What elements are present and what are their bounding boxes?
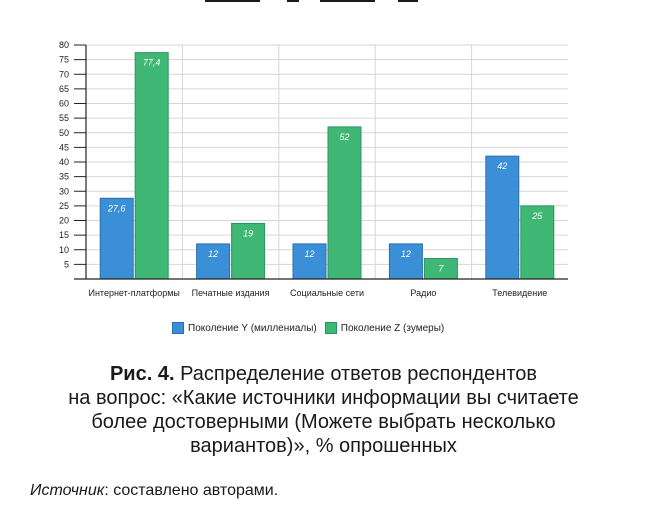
bar-gen-y-4 bbox=[485, 155, 520, 280]
y-tick-label: 40 bbox=[59, 157, 69, 167]
y-tick-label: 55 bbox=[59, 113, 69, 123]
chart-legend: Поколение Y (миллениалы) Поколение Z (зу… bbox=[172, 322, 452, 334]
y-tick-label: 65 bbox=[59, 84, 69, 94]
figure-caption: Рис. 4. Распределение ответов респондент… bbox=[0, 362, 647, 458]
cropped-title-fragment bbox=[205, 0, 418, 2]
legend-swatch-z bbox=[324, 322, 337, 334]
bar-gen-y-1 bbox=[196, 243, 231, 280]
data-label: 12 bbox=[208, 249, 218, 259]
source-label: Источник bbox=[30, 482, 105, 499]
data-label: 25 bbox=[531, 211, 543, 221]
y-tick-label: 20 bbox=[59, 216, 69, 226]
x-category-label: Радио bbox=[410, 288, 436, 298]
chart-labels: 5 10 15 20 25 30 35 40 45 50 55 60 65 70 75 80 27,6 77,4 И… bbox=[59, 40, 547, 298]
y-tick-label: 5 bbox=[64, 259, 69, 269]
y-tick-label: 80 bbox=[59, 40, 69, 50]
caption-line-4: вариантов)», % опрошенных bbox=[190, 435, 457, 457]
data-label: 42 bbox=[497, 161, 507, 171]
data-label: 27,6 bbox=[107, 203, 126, 213]
legend-item-z: Поколение Z (зумеры) bbox=[324, 322, 445, 334]
y-tick-label: 45 bbox=[59, 142, 69, 152]
bars bbox=[99, 52, 555, 280]
y-tick-label: 15 bbox=[59, 230, 69, 240]
y-tick-label: 35 bbox=[59, 172, 69, 182]
bar-gen-y-3 bbox=[388, 243, 423, 280]
bar-gen-y-0 bbox=[99, 197, 134, 280]
legend-label-z: Поколение Z (зумеры) bbox=[340, 322, 445, 334]
y-tick-label: 10 bbox=[59, 245, 69, 255]
y-tick-label: 25 bbox=[59, 201, 69, 211]
bar-gen-z-4 bbox=[520, 205, 555, 280]
y-tick-label: 75 bbox=[59, 55, 69, 65]
data-label: 77,4 bbox=[143, 58, 161, 68]
source-text: : составлено авторами. bbox=[104, 482, 279, 499]
bar-gen-y-2 bbox=[292, 243, 327, 280]
bar-chart: 5 10 15 20 25 30 35 40 45 50 55 60 65 70 75 80 27,6 77,4 И… bbox=[59, 40, 568, 298]
source-note: Источник: составлено авторами. bbox=[30, 482, 278, 500]
bar-gen-z-2 bbox=[327, 126, 362, 280]
legend-swatch-y bbox=[172, 322, 184, 334]
figure-number: Рис. 4. bbox=[109, 363, 175, 385]
data-label: 7 bbox=[438, 264, 444, 274]
x-category-label: Телевидение bbox=[492, 288, 547, 298]
data-label: 52 bbox=[339, 132, 349, 142]
x-category-label: Интернет-платформы bbox=[88, 288, 179, 298]
bar-gen-z-0 bbox=[134, 52, 169, 280]
data-label: 19 bbox=[243, 228, 253, 238]
caption-text-1: Распределение ответов респондентов bbox=[174, 363, 538, 385]
legend-label-y: Поколение Y (миллениалы) bbox=[188, 322, 317, 334]
y-tick-label: 70 bbox=[59, 69, 69, 79]
data-label: 12 bbox=[304, 249, 314, 259]
y-tick-label: 30 bbox=[59, 186, 69, 196]
caption-line-3: более достоверными (Можете выбрать неско… bbox=[91, 411, 556, 433]
caption-line-1: Рис. 4. Распределение ответов респондент… bbox=[0, 362, 647, 386]
y-tick-label: 60 bbox=[59, 99, 69, 109]
x-category-label: Социальные сети bbox=[290, 288, 364, 298]
data-label: 12 bbox=[401, 249, 411, 259]
axes bbox=[74, 44, 568, 280]
bar-gen-z-1 bbox=[231, 222, 266, 280]
legend-item-y: Поколение Y (миллениалы) bbox=[172, 322, 317, 334]
caption-line-2: на вопрос: «Какие источники информации в… bbox=[68, 387, 579, 409]
x-category-label: Печатные издания bbox=[192, 288, 270, 298]
y-tick-label: 50 bbox=[59, 128, 69, 138]
